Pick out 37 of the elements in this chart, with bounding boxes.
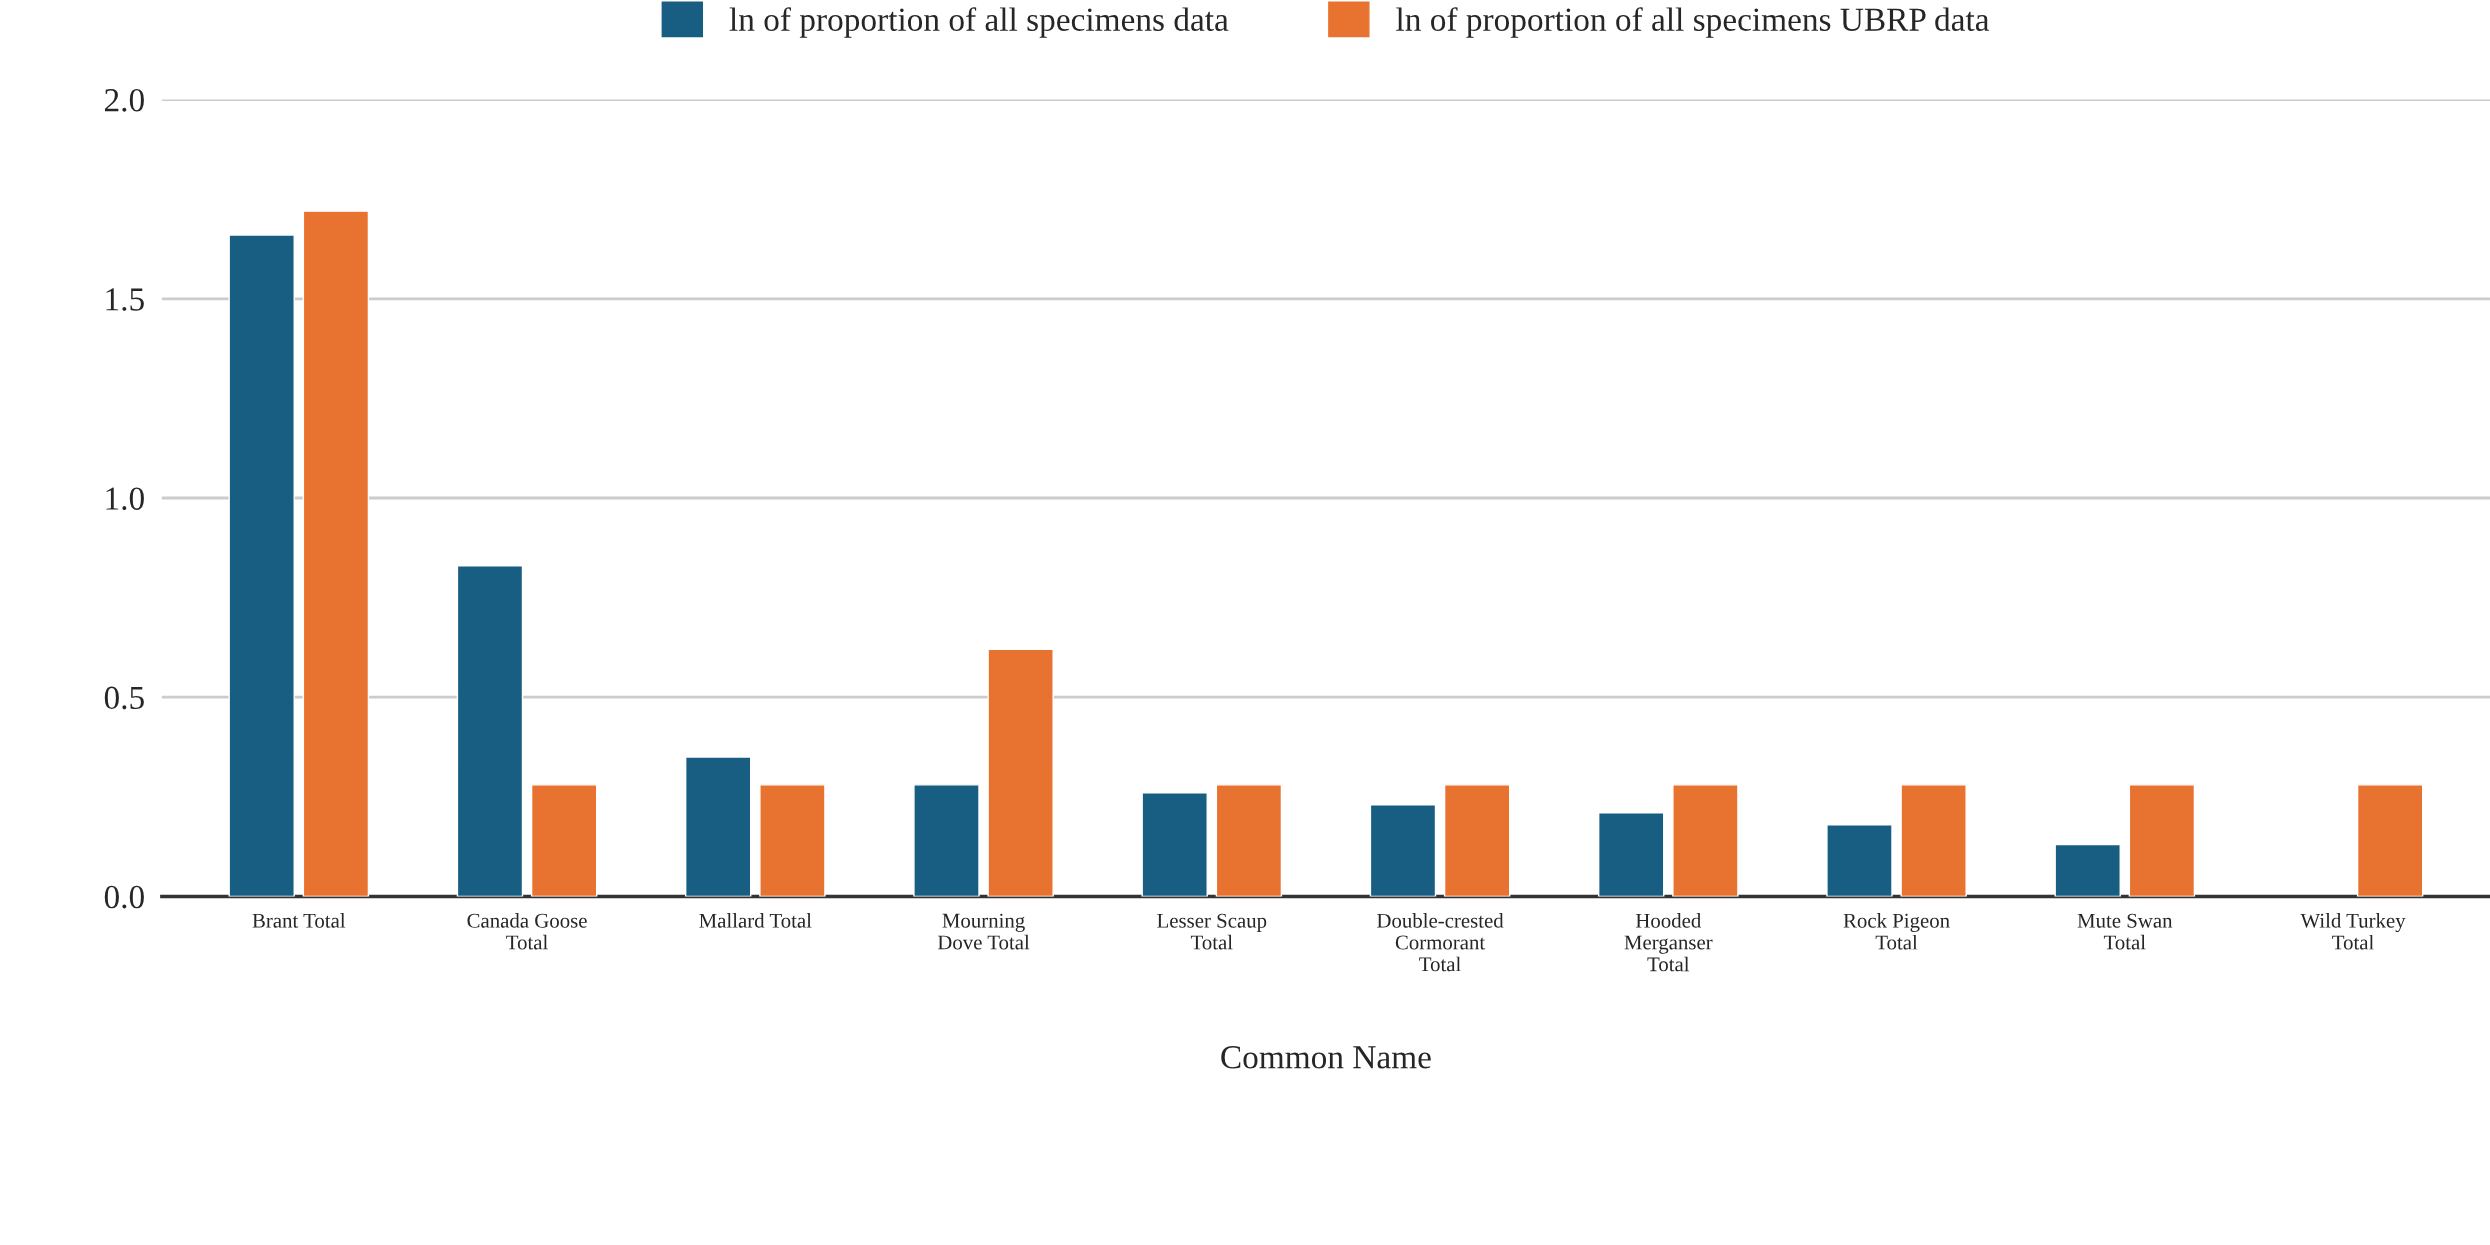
bar	[684, 756, 752, 897]
bar	[1443, 784, 1511, 897]
x-tick-label: Mallard Total	[699, 913, 812, 928]
y-tick-label: 2.0	[104, 89, 144, 112]
x-tick-label: Hooded Merganser Total	[1624, 913, 1713, 972]
bar	[1597, 812, 1665, 897]
bar	[1672, 784, 1739, 897]
x-tick-label: Mourning Dove Total	[937, 913, 1030, 950]
bar	[530, 784, 598, 897]
bar	[1215, 784, 1283, 897]
bar	[228, 234, 295, 897]
x-tick-label: Wild Turkey Total	[2300, 913, 2406, 950]
x-axis-title: Common Name	[1221, 1046, 1431, 1069]
y-tick-label: 0.0	[104, 885, 144, 909]
bar	[1826, 823, 1893, 897]
bar	[1900, 784, 1967, 897]
x-tick-label: Mute Swan Total	[2077, 913, 2173, 950]
bar	[913, 784, 980, 897]
bar	[302, 210, 370, 897]
x-tick-label: Lesser Scaup Total	[1157, 913, 1267, 950]
x-tick-label: Canada Goose Total	[467, 913, 587, 950]
x-tick-label: Brant Total	[252, 913, 346, 928]
x-tick-label: Rock Pigeon Total	[1843, 913, 1950, 950]
bar	[2128, 784, 2196, 897]
bar	[456, 565, 524, 897]
y-tick-label: 0.5	[104, 686, 144, 710]
bar	[2054, 843, 2121, 897]
bar	[759, 784, 826, 897]
bar	[1369, 804, 1437, 897]
bar	[987, 648, 1054, 897]
legend-label: ln of proportion of all specimens UBRP data	[1396, 7, 1990, 38]
bar	[1141, 792, 1208, 897]
bar	[2356, 784, 2424, 897]
y-tick-label: 1.0	[106, 487, 144, 511]
y-tick-label: 1.5	[106, 288, 144, 311]
legend-label: ln of proportion of all specimens data	[729, 7, 1229, 38]
x-tick-label: Double-crested Cormorant Total	[1377, 913, 1504, 972]
